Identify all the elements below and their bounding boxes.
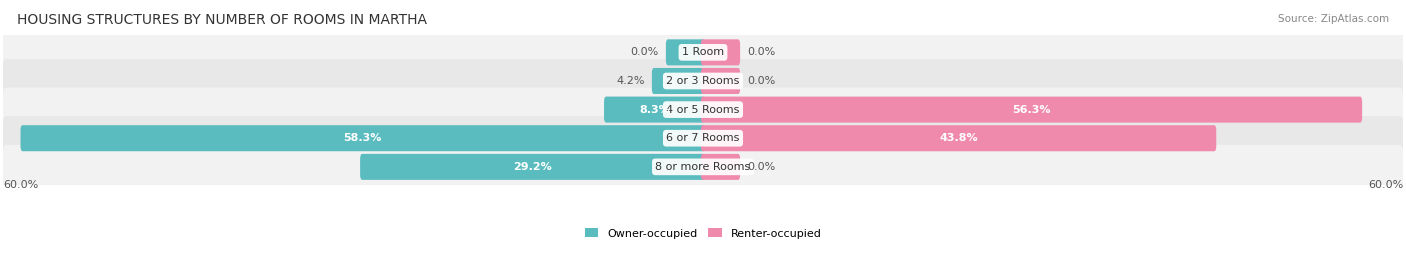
FancyBboxPatch shape: [3, 30, 1403, 75]
Text: 4.2%: 4.2%: [616, 76, 644, 86]
Text: 43.8%: 43.8%: [939, 133, 979, 143]
Text: 60.0%: 60.0%: [1368, 180, 1403, 190]
FancyBboxPatch shape: [3, 87, 1403, 132]
FancyBboxPatch shape: [3, 116, 1403, 160]
Text: 8.3%: 8.3%: [640, 104, 669, 114]
Text: 0.0%: 0.0%: [748, 162, 776, 172]
FancyBboxPatch shape: [702, 39, 740, 65]
Text: 0.0%: 0.0%: [748, 47, 776, 57]
FancyBboxPatch shape: [21, 125, 704, 151]
Text: 0.0%: 0.0%: [748, 76, 776, 86]
FancyBboxPatch shape: [360, 154, 704, 180]
FancyBboxPatch shape: [3, 145, 1403, 189]
FancyBboxPatch shape: [702, 68, 740, 94]
Text: 29.2%: 29.2%: [513, 162, 553, 172]
FancyBboxPatch shape: [702, 154, 740, 180]
FancyBboxPatch shape: [652, 68, 704, 94]
Text: 60.0%: 60.0%: [3, 180, 38, 190]
FancyBboxPatch shape: [702, 125, 1216, 151]
Text: 56.3%: 56.3%: [1012, 104, 1050, 114]
FancyBboxPatch shape: [666, 39, 704, 65]
Text: 4 or 5 Rooms: 4 or 5 Rooms: [666, 104, 740, 114]
Text: 6 or 7 Rooms: 6 or 7 Rooms: [666, 133, 740, 143]
FancyBboxPatch shape: [3, 59, 1403, 103]
FancyBboxPatch shape: [702, 97, 1362, 123]
Text: 2 or 3 Rooms: 2 or 3 Rooms: [666, 76, 740, 86]
Text: 1 Room: 1 Room: [682, 47, 724, 57]
Legend: Owner-occupied, Renter-occupied: Owner-occupied, Renter-occupied: [581, 224, 825, 243]
Text: HOUSING STRUCTURES BY NUMBER OF ROOMS IN MARTHA: HOUSING STRUCTURES BY NUMBER OF ROOMS IN…: [17, 14, 427, 28]
Text: 0.0%: 0.0%: [630, 47, 658, 57]
Text: Source: ZipAtlas.com: Source: ZipAtlas.com: [1278, 14, 1389, 23]
Text: 58.3%: 58.3%: [343, 133, 382, 143]
FancyBboxPatch shape: [605, 97, 704, 123]
Text: 8 or more Rooms: 8 or more Rooms: [655, 162, 751, 172]
